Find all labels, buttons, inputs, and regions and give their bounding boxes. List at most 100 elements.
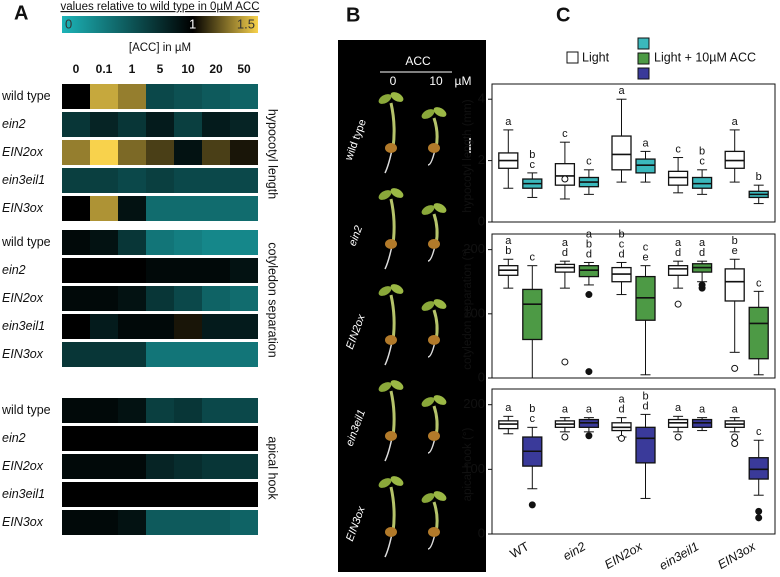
- significance-letter: e: [732, 245, 738, 257]
- significance-letter: a: [699, 404, 706, 416]
- legend-swatch: [637, 52, 650, 65]
- cotyledon: [433, 395, 447, 405]
- heatmap-cell: [230, 510, 258, 535]
- y-tick-label: 100: [463, 305, 485, 320]
- outlier: [731, 439, 739, 447]
- heatmap-cell: [174, 398, 202, 423]
- heatmap-cell: [118, 230, 146, 255]
- x-tick-label: EIN2ox: [602, 539, 645, 572]
- heatmap-cell: [90, 342, 118, 367]
- heatmap-cell: [230, 140, 258, 165]
- heatmap-cell: [202, 314, 230, 339]
- y-tick-label: 0: [478, 369, 485, 384]
- cotyledon: [378, 190, 392, 200]
- heatmap-cell: [174, 454, 202, 479]
- heatmap-cell: [62, 510, 90, 535]
- box: [611, 135, 632, 171]
- y-tick-label: 2: [478, 152, 485, 167]
- outlier: [755, 514, 763, 522]
- cotyledon: [421, 397, 435, 407]
- cotyledon: [421, 109, 435, 119]
- heatmap-cell: [202, 140, 230, 165]
- heatmap-cell: [118, 140, 146, 165]
- heatmap-cell: [202, 426, 230, 451]
- heatmap-cell: [90, 84, 118, 109]
- outlier: [731, 364, 739, 372]
- heatmap-cell: [90, 398, 118, 423]
- row-label: wild type: [1, 235, 51, 249]
- heatmap-cell: [202, 342, 230, 367]
- significance-letter: c: [675, 143, 681, 155]
- significance-letter: a: [586, 228, 593, 240]
- heatmap-cell: [90, 426, 118, 451]
- significance-letter: c: [562, 128, 568, 140]
- plot-frame: [491, 388, 776, 535]
- legend-swatch: [637, 67, 650, 80]
- row-label: EIN3ox: [2, 201, 44, 215]
- heatmap-cell: [62, 398, 90, 423]
- y-tick-label: 200: [463, 396, 485, 411]
- significance-letter: c: [530, 413, 536, 425]
- heatmap-cell: [118, 510, 146, 535]
- colorbar-tick-label: 1: [189, 16, 196, 31]
- cotyledon: [421, 301, 435, 311]
- significance-letter: b: [529, 403, 535, 415]
- heatmap-cell: [146, 140, 174, 165]
- block-title: hypocotyl length: [266, 109, 280, 199]
- heatmap-cell: [62, 426, 90, 451]
- heatmap-cell: [174, 168, 202, 193]
- box: [578, 265, 600, 278]
- significance-letter: a: [642, 137, 649, 149]
- outlier: [561, 358, 569, 366]
- heatmap-cell: [62, 454, 90, 479]
- heatmap-cell: [202, 258, 230, 283]
- heatmap-cell: [230, 196, 258, 221]
- x-tick-label: WT: [508, 539, 532, 561]
- heatmap-cell: [174, 140, 202, 165]
- plot-frame: [491, 233, 776, 379]
- legend-label: Light: [582, 50, 610, 64]
- row-label: ein2: [2, 263, 26, 277]
- significance-letter: b: [732, 235, 738, 247]
- heatmap-cell: [230, 84, 258, 109]
- photo-panel: [338, 40, 486, 572]
- heatmap-cell: [202, 482, 230, 507]
- outlier: [585, 291, 593, 299]
- heatmap-cell: [202, 286, 230, 311]
- heatmap-cell: [174, 84, 202, 109]
- heatmap-cell: [90, 140, 118, 165]
- y-tick-label: 0: [478, 525, 485, 540]
- x-axis-label: [ACC] in µM: [129, 42, 191, 54]
- outlier: [674, 433, 682, 441]
- outlier: [585, 432, 593, 440]
- significance-letter: a: [675, 237, 682, 249]
- significance-letter: c: [586, 156, 592, 168]
- significance-letter: d: [562, 247, 568, 259]
- cotyledon: [378, 382, 392, 392]
- heatmap-cell: [90, 230, 118, 255]
- heatmap-cell: [146, 426, 174, 451]
- significance-letter: c: [699, 156, 705, 168]
- panel-label: C: [556, 4, 570, 26]
- heatmap-cell: [174, 286, 202, 311]
- y-tick-label: 200: [463, 241, 485, 256]
- heatmap-cell: [90, 196, 118, 221]
- significance-letter: d: [675, 247, 681, 259]
- heatmap-cell: [118, 196, 146, 221]
- cotyledon: [378, 94, 392, 104]
- heatmap-cell: [174, 230, 202, 255]
- seedling: [378, 284, 404, 366]
- heatmap-cell: [174, 482, 202, 507]
- x-tick-label: 10: [181, 62, 195, 76]
- photo-concentration: 0: [390, 74, 397, 88]
- significance-letter: a: [699, 237, 706, 249]
- outlier: [674, 300, 682, 308]
- box: [748, 306, 769, 360]
- box: [667, 265, 689, 276]
- significance-letter: a: [505, 116, 512, 128]
- heatmap-cell: [146, 84, 174, 109]
- x-tick-label: 50: [237, 62, 251, 76]
- row-label: EIN2ox: [2, 145, 44, 159]
- seed: [428, 143, 440, 153]
- heatmap-cell: [146, 342, 174, 367]
